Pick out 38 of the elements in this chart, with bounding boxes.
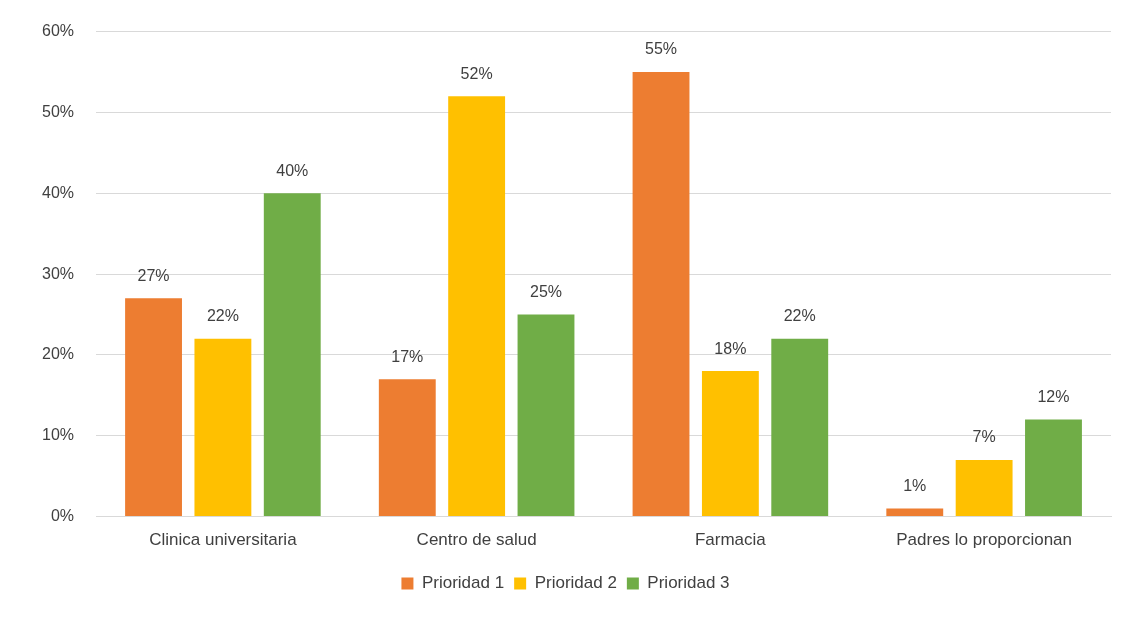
data-label: 22% bbox=[783, 307, 816, 325]
x-tick-label: Farmacia bbox=[694, 530, 767, 550]
bar bbox=[378, 379, 436, 517]
data-label: 1% bbox=[903, 476, 927, 494]
bar bbox=[771, 338, 829, 517]
y-tick-label: 20% bbox=[41, 345, 75, 363]
bar bbox=[448, 96, 506, 517]
data-label: 12% bbox=[1037, 388, 1070, 406]
data-label: 52% bbox=[460, 64, 493, 82]
bar bbox=[263, 193, 321, 517]
bar bbox=[632, 72, 690, 517]
x-tick-label: Centro de salud bbox=[416, 530, 537, 550]
bar bbox=[886, 508, 944, 517]
x-tick-label: Clinica universitaria bbox=[149, 530, 298, 550]
data-label: 7% bbox=[972, 428, 996, 446]
data-label: 27% bbox=[137, 266, 170, 284]
y-tick-label: 40% bbox=[41, 183, 75, 201]
bar bbox=[1025, 419, 1082, 517]
data-label: 22% bbox=[206, 307, 239, 325]
data-label: 17% bbox=[391, 347, 424, 365]
bar bbox=[194, 338, 252, 517]
data-label: 25% bbox=[529, 282, 563, 300]
legend-label: Prioridad 3 bbox=[647, 573, 730, 593]
y-tick-label: 50% bbox=[41, 102, 75, 120]
y-tick-label: 30% bbox=[41, 264, 75, 282]
bar bbox=[125, 298, 182, 517]
legend-label: Prioridad 1 bbox=[421, 573, 505, 593]
x-tick-label: Padres lo proporcionan bbox=[896, 530, 1073, 550]
bar bbox=[955, 460, 1013, 517]
data-label: 18% bbox=[714, 339, 747, 357]
y-tick-label: 10% bbox=[41, 426, 75, 444]
data-label: 40% bbox=[276, 161, 309, 179]
y-tick-label: 0% bbox=[50, 507, 75, 525]
bar bbox=[517, 314, 575, 517]
data-label: 55% bbox=[645, 40, 678, 58]
legend-label: Prioridad 2 bbox=[534, 573, 617, 593]
y-tick-label: 60% bbox=[41, 22, 75, 40]
bar bbox=[701, 371, 759, 517]
